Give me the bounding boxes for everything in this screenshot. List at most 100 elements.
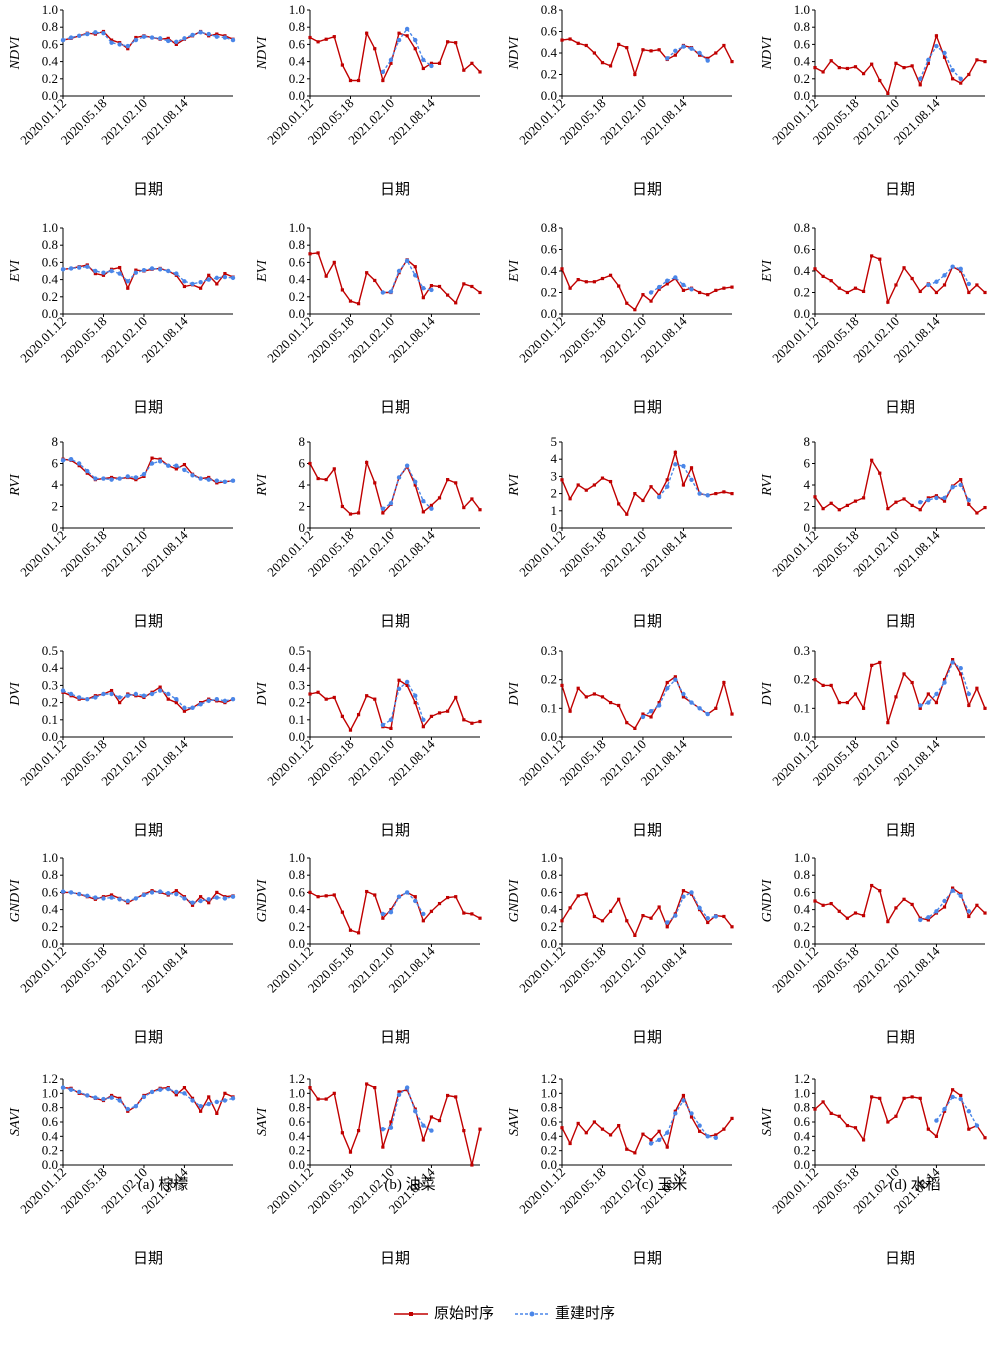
original-series-point	[389, 1120, 393, 1124]
original-series-point	[429, 61, 434, 65]
y-tick-label: 0.4	[289, 1128, 306, 1143]
original-series-point	[714, 492, 718, 496]
x-axis-label: 日期	[380, 612, 410, 630]
reconstructed-series-point	[665, 484, 670, 489]
x-axis-label: 日期	[380, 821, 410, 839]
reconstructed-series-point	[117, 897, 122, 902]
original-series-point	[182, 1086, 187, 1090]
original-series-point	[886, 920, 890, 924]
reconstructed-series-point	[404, 679, 410, 685]
reconstructed-series-point	[404, 26, 410, 32]
chart-panel-gndvi-1: 0.0 0.2 0.4 0.6 0.8 1.0 2020.01.12 2020.05.18 20…	[250, 850, 495, 1142]
original-series-point	[942, 283, 947, 287]
original-series-point	[421, 66, 425, 71]
x-axis-label: 日期	[885, 398, 915, 416]
y-tick-label: 0.6	[541, 1114, 558, 1129]
original-series-point	[894, 500, 898, 504]
y-tick-label: 0.4	[42, 272, 59, 287]
y-tick-label: 0.4	[541, 263, 558, 278]
y-tick-label: 0.8	[541, 2, 557, 17]
original-series-point	[975, 58, 979, 62]
column-label-lemon: (a) 柠檬	[137, 1177, 189, 1193]
original-series-point	[308, 35, 312, 40]
original-series-point	[568, 709, 572, 713]
y-tick-label: 1.0	[42, 2, 58, 17]
y-tick-label: 1.2	[794, 1071, 810, 1086]
original-series-point	[365, 460, 369, 465]
chart-panel-gndvi-3: 0.0 0.2 0.4 0.6 0.8 1.0 2020.01.12 2020.05.18 20…	[755, 850, 1000, 1142]
original-series-point	[649, 715, 653, 719]
original-series-point	[902, 497, 906, 501]
reconstructed-series-point	[950, 660, 955, 665]
reconstructed-series-point	[85, 31, 90, 37]
original-series-point	[405, 34, 409, 38]
original-series-point	[308, 252, 312, 256]
y-tick-label: 1.0	[42, 850, 58, 865]
chart-panel-evi-3: 0.0 0.2 0.4 0.6 0.8 2020.01.12 2020.05.18 2021.…	[755, 220, 1000, 512]
reconstructed-series-point	[665, 1130, 670, 1135]
original-series-point	[625, 46, 629, 50]
original-series-point	[837, 286, 841, 290]
reconstructed-series-point	[689, 287, 694, 292]
y-tick-label: 0.0	[794, 306, 810, 321]
original-series-point	[308, 890, 312, 894]
reconstructed-series-point	[133, 475, 139, 480]
original-series-point	[470, 1163, 474, 1167]
original-series-point	[673, 675, 677, 679]
original-series-point	[365, 1082, 369, 1086]
x-axis-label: 日期	[632, 1249, 662, 1267]
reconstructed-series-line	[62, 689, 234, 709]
original-series-point	[878, 889, 882, 893]
original-series-point	[894, 1114, 898, 1118]
original-series-point	[878, 1096, 882, 1100]
y-tick-label: 1.0	[42, 220, 58, 235]
reconstructed-series-point	[958, 482, 963, 488]
reconstructed-series-point	[68, 266, 74, 271]
reconstructed-series-point	[68, 691, 74, 697]
reconstructed-series-point	[404, 258, 410, 263]
reconstructed-series-point	[157, 267, 163, 272]
original-series-point	[576, 41, 580, 45]
reconstructed-series-point	[404, 890, 410, 895]
reconstructed-series-point	[380, 911, 386, 917]
original-series-point	[625, 301, 629, 305]
original-series-point	[861, 72, 866, 76]
original-series-point	[182, 709, 187, 713]
legend-reconstructed-swatch	[515, 1311, 549, 1317]
reconstructed-series-point	[656, 1137, 662, 1143]
original-series-point	[829, 59, 833, 63]
original-series-point	[308, 692, 312, 696]
original-series-point	[158, 685, 162, 689]
y-tick-label: 0.4	[289, 272, 306, 287]
original-series-point	[934, 1134, 939, 1138]
original-series-point	[657, 701, 661, 705]
original-series-point	[821, 274, 825, 278]
x-axis-label: 日期	[632, 1028, 662, 1046]
original-series-point	[878, 78, 882, 83]
chart-panel-ndvi-0: 0.0 0.2 0.4 0.6 0.8 1.0 2020.01.12 2020.05.18 20…	[3, 2, 248, 294]
original-series-point	[560, 478, 564, 482]
reconstructed-series-point	[166, 891, 171, 896]
reconstructed-series-point	[109, 895, 114, 900]
reconstructed-series-point	[958, 76, 963, 82]
reconstructed-series-point	[689, 700, 694, 705]
original-series-point	[845, 1123, 849, 1128]
original-series-point	[714, 288, 718, 292]
original-series-point	[853, 1126, 858, 1130]
y-tick-label: 0.2	[541, 67, 557, 82]
y-tick-label: 0.8	[289, 19, 305, 34]
y-tick-label: 0.3	[794, 643, 810, 658]
original-series-point	[813, 66, 817, 70]
original-series-point	[870, 1095, 874, 1099]
original-series-point	[478, 70, 482, 74]
reconstructed-series-point	[68, 1087, 74, 1092]
reconstructed-series-point	[918, 917, 923, 923]
y-tick-label: 0.4	[289, 54, 306, 69]
reconstructed-series-point	[166, 1086, 171, 1092]
original-series-point	[381, 1145, 385, 1149]
original-series-point	[821, 903, 825, 907]
original-series-point	[470, 284, 474, 289]
reconstructed-series-point	[388, 1125, 394, 1130]
original-series-point	[446, 40, 450, 44]
reconstructed-series-point	[665, 56, 670, 61]
